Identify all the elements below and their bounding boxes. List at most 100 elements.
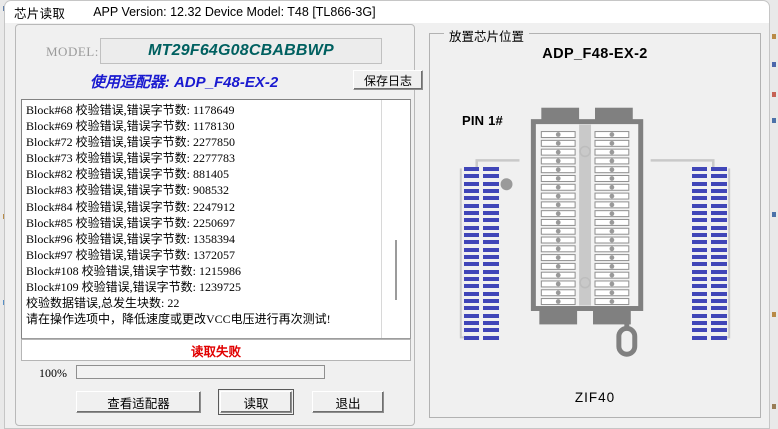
pin1-marker-dot <box>501 178 513 190</box>
log-line[interactable]: Block#109 校验错误,错误字节数: 1239725 <box>26 279 406 295</box>
log-line[interactable]: 请在操作选项中，降低速度或更改VCC电压进行再次测试! <box>26 311 406 327</box>
status-text: 读取失败 <box>191 341 241 360</box>
model-row: MODEL: MT29F64G08CBABBWP <box>16 38 414 64</box>
progress-percent-label: 100% <box>39 366 67 381</box>
log-scrollbar-thumb[interactable] <box>395 240 397 300</box>
log-list[interactable]: Block#68 校验错误,错误字节数: 1178649Block#69 校验错… <box>21 99 411 339</box>
device-info-text: APP Version: 12.32 Device Model: T48 [TL… <box>93 5 375 19</box>
chip-pin <box>711 174 727 178</box>
chip-pin <box>692 218 707 222</box>
chip-pin <box>483 211 499 215</box>
chip-pin <box>464 211 479 215</box>
chip-pin <box>483 328 499 332</box>
chip-pin <box>464 306 479 310</box>
socket-lever-handle <box>619 328 635 354</box>
chip-pin <box>464 204 479 208</box>
chip-pin <box>711 255 727 259</box>
chip-pin <box>464 233 479 237</box>
chip-pin <box>464 321 479 325</box>
chip-pin <box>692 233 707 237</box>
chip-pin <box>711 314 727 318</box>
chip-pin <box>483 277 499 281</box>
chip-pin <box>483 189 499 193</box>
adapter-text: 使用适配器: ADP_F48-EX-2 <box>90 71 278 92</box>
chip-pin <box>692 321 707 325</box>
chip-pin <box>464 255 479 259</box>
button-row: 查看适配器 读取 退出 <box>16 391 416 417</box>
log-line[interactable]: Block#73 校验错误,错误字节数: 2277783 <box>26 150 406 166</box>
chip-placement-panel: 放置芯片位置 ADP_F48-EX-2 <box>429 33 761 418</box>
chip-pin <box>483 262 499 266</box>
chip-pin <box>483 248 499 252</box>
log-line[interactable]: Block#108 校验错误,错误字节数: 1215986 <box>26 263 406 279</box>
chip-pin <box>711 226 727 230</box>
chip-pin <box>711 233 727 237</box>
chip-pin <box>464 262 479 266</box>
chip-pin <box>711 299 727 303</box>
chip-pin <box>483 226 499 230</box>
chip-pin <box>692 211 707 215</box>
status-bar: 读取失败 <box>21 339 411 361</box>
chip-pin <box>483 240 499 244</box>
log-line[interactable]: Block#68 校验错误,错误字节数: 1178649 <box>26 102 406 118</box>
chip-pin <box>483 204 499 208</box>
chip-pin <box>483 174 499 178</box>
chip-pin <box>692 189 707 193</box>
save-log-button[interactable]: 保存日志 <box>353 70 423 90</box>
view-adapter-button[interactable]: 查看适配器 <box>76 391 201 413</box>
chip-pin <box>464 182 479 186</box>
chip-pin <box>483 336 499 340</box>
chip-pin <box>483 167 499 171</box>
chip-pin <box>692 204 707 208</box>
log-line[interactable]: Block#84 校验错误,错误字节数: 2247912 <box>26 199 406 215</box>
read-button[interactable]: 读取 <box>220 391 292 413</box>
left-panel: MODEL: MT29F64G08CBABBWP 使用适配器: ADP_F48-… <box>15 24 415 426</box>
chip-pins-left <box>464 167 500 343</box>
log-line[interactable]: Block#82 校验错误,错误字节数: 881405 <box>26 166 406 182</box>
log-lines-container: Block#68 校验错误,错误字节数: 1178649Block#69 校验错… <box>22 100 410 338</box>
log-line[interactable]: Block#69 校验错误,错误字节数: 1178130 <box>26 118 406 134</box>
chip-pin <box>483 233 499 237</box>
chip-pin <box>711 218 727 222</box>
chip-pin <box>483 270 499 274</box>
chip-pin <box>711 262 727 266</box>
log-line[interactable]: 校验数据错误,总发生块数: 22 <box>26 295 406 311</box>
chip-pin <box>711 277 727 281</box>
chip-pin <box>464 336 479 340</box>
log-column-divider <box>381 100 382 338</box>
chip-pin <box>711 204 727 208</box>
chip-pin <box>483 255 499 259</box>
model-label: MODEL: <box>46 44 99 60</box>
chip-pin <box>692 174 707 178</box>
chip-pin <box>483 321 499 325</box>
chip-pin <box>464 196 479 200</box>
chip-pin <box>711 248 727 252</box>
chip-pin <box>692 306 707 310</box>
chip-pin <box>692 240 707 244</box>
log-line[interactable]: Block#96 校验错误,错误字节数: 1358394 <box>26 231 406 247</box>
chip-pin <box>711 240 727 244</box>
chip-pin <box>464 174 479 178</box>
adapter-line: 使用适配器: ADP_F48-EX-2 <box>16 69 352 93</box>
exit-button[interactable]: 退出 <box>312 391 384 413</box>
chip-pin <box>483 284 499 288</box>
chip-pin <box>711 167 727 171</box>
socket-bottom-tab-left <box>539 308 577 324</box>
chip-pin <box>692 182 707 186</box>
chip-pins-right <box>692 167 728 343</box>
log-line[interactable]: Block#83 校验错误,错误字节数: 908532 <box>26 182 406 198</box>
log-line[interactable]: Block#97 校验错误,错误字节数: 1372057 <box>26 247 406 263</box>
chip-pin <box>692 196 707 200</box>
screen-root: 芯片读取 APP Version: 12.32 Device Model: T4… <box>0 0 778 429</box>
window-title: 芯片读取 <box>14 3 65 22</box>
chip-pin <box>464 218 479 222</box>
log-line[interactable]: Block#85 校验错误,错误字节数: 2250697 <box>26 215 406 231</box>
model-value: MT29F64G08CBABBWP <box>148 42 334 60</box>
chip-pin <box>464 226 479 230</box>
chip-pin <box>711 196 727 200</box>
log-line[interactable]: Block#72 校验错误,错误字节数: 2277850 <box>26 134 406 150</box>
chip-pin <box>692 284 707 288</box>
chip-pin <box>483 196 499 200</box>
chip-pin <box>711 189 727 193</box>
chip-pin <box>692 277 707 281</box>
